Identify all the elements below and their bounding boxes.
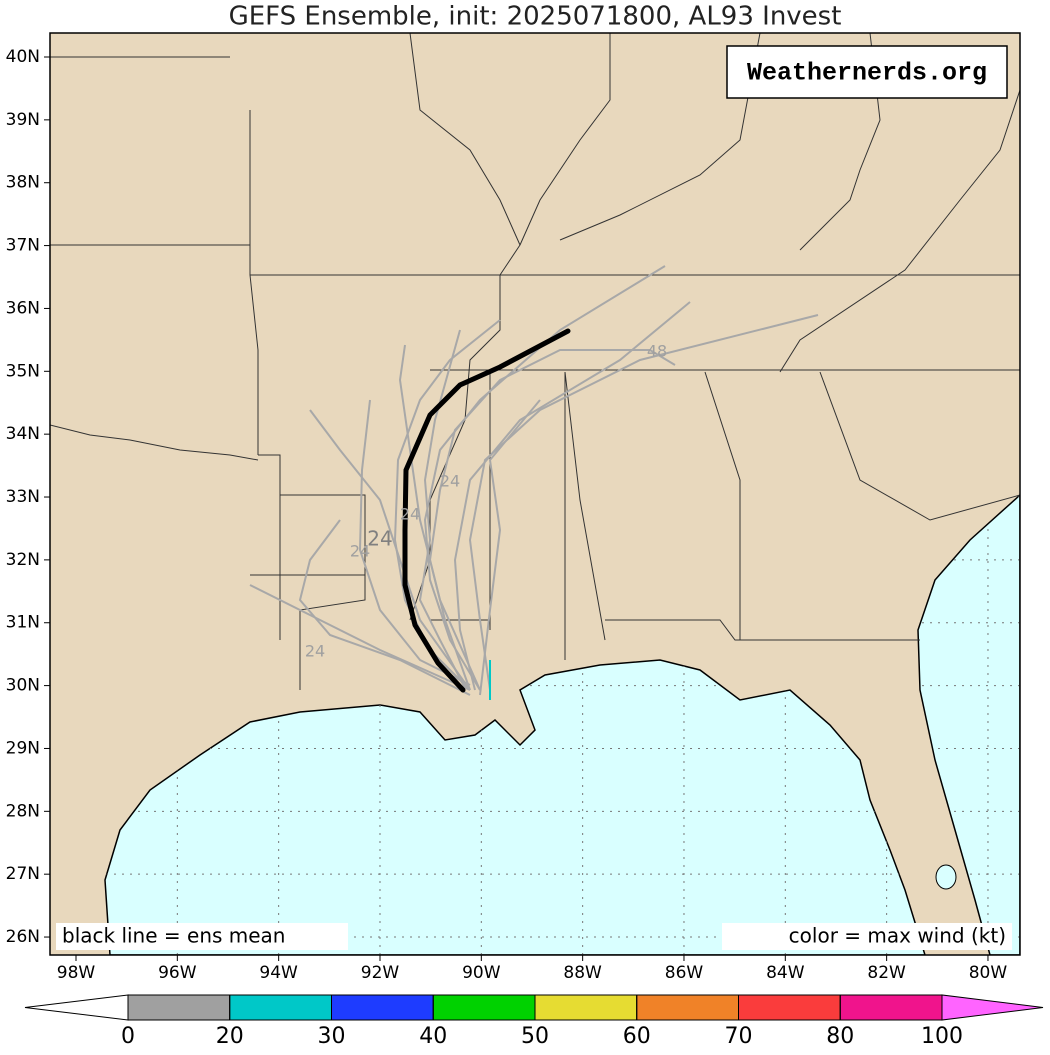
lon-label: 82W	[867, 963, 906, 983]
lat-label: 36N	[6, 298, 40, 318]
gulf-of-mexico	[104, 659, 926, 955]
legend-left-box	[56, 923, 348, 950]
lon-label: 80W	[969, 963, 1008, 983]
lat-label: 37N	[6, 236, 40, 256]
colorbar-segment	[738, 994, 841, 1021]
lat-label: 27N	[6, 864, 40, 884]
lon-label: 94W	[259, 963, 298, 983]
colorbar: 0 20 30 40 50 60 70 80 100	[24, 994, 1044, 1049]
legend-left: black line = ens mean	[62, 924, 286, 948]
colorbar-segment	[331, 994, 434, 1021]
lon-label: 90W	[462, 963, 501, 983]
watermark-box	[726, 45, 1008, 99]
atlantic-ocean	[917, 493, 1020, 955]
lat-label: 30N	[6, 676, 40, 696]
colorbar-label: 100	[921, 1024, 963, 1049]
lon-label: 84W	[766, 963, 805, 983]
lon-label: 88W	[563, 963, 602, 983]
colorbar-label: 60	[623, 1024, 651, 1049]
map-frame	[49, 32, 1021, 956]
ensemble-mean-track	[402, 328, 571, 693]
track-label: 24	[440, 472, 460, 491]
colorbar-label: 40	[419, 1024, 447, 1049]
lat-label: 39N	[6, 110, 40, 130]
colorbar-segment	[229, 994, 332, 1021]
lat-label: 40N	[6, 47, 40, 67]
track-label: 48	[647, 342, 667, 361]
colorbar-segment	[534, 994, 638, 1021]
colorbar-label: 0	[121, 1024, 135, 1049]
lat-label: 38N	[6, 173, 40, 193]
lat-label: 33N	[6, 487, 40, 507]
colorbar-label: 50	[521, 1024, 549, 1049]
colorbar-label: 30	[318, 1024, 346, 1049]
colorbar-segment	[127, 994, 231, 1021]
colorbar-segment	[839, 994, 943, 1021]
track-label: 24	[367, 527, 392, 551]
lat-label: 32N	[6, 550, 40, 570]
colorbar-segment	[432, 994, 536, 1021]
title: GEFS Ensemble, init: 2025071800, AL93 In…	[229, 2, 842, 32]
map-area: 24 24 24 24 24 48	[50, 33, 1020, 955]
colorbar-over	[941, 994, 1044, 1021]
track-label: 24	[305, 642, 325, 661]
colorbar-label: 20	[216, 1024, 244, 1049]
track-label: 24	[350, 542, 370, 561]
axes: 40N 39N 38N 37N 36N 35N 34N 33N 32N 31N 30N 29N 28N 2…	[6, 47, 1008, 983]
watermark: Weathernerds.org	[747, 59, 987, 88]
colorbar-label: 70	[725, 1024, 753, 1049]
colorbar-label: 80	[826, 1024, 854, 1049]
colorbar-under	[24, 994, 129, 1021]
track-label: 24	[400, 505, 420, 524]
lat-label: 29N	[6, 738, 40, 758]
state-borders	[50, 33, 1020, 690]
lat-label: 26N	[6, 927, 40, 947]
lon-label: 98W	[57, 963, 96, 983]
lon-label: 92W	[361, 963, 400, 983]
lake-okeechobee	[935, 864, 957, 890]
colorbar-segment	[636, 994, 739, 1021]
lat-label: 31N	[6, 613, 40, 633]
lat-label: 34N	[6, 424, 40, 444]
lat-label: 35N	[6, 361, 40, 381]
legend-right: color = max wind (kt)	[789, 924, 1006, 948]
lon-label: 96W	[158, 963, 197, 983]
lon-label: 86W	[665, 963, 704, 983]
legend-right-box	[722, 923, 1012, 950]
lat-label: 28N	[6, 801, 40, 821]
